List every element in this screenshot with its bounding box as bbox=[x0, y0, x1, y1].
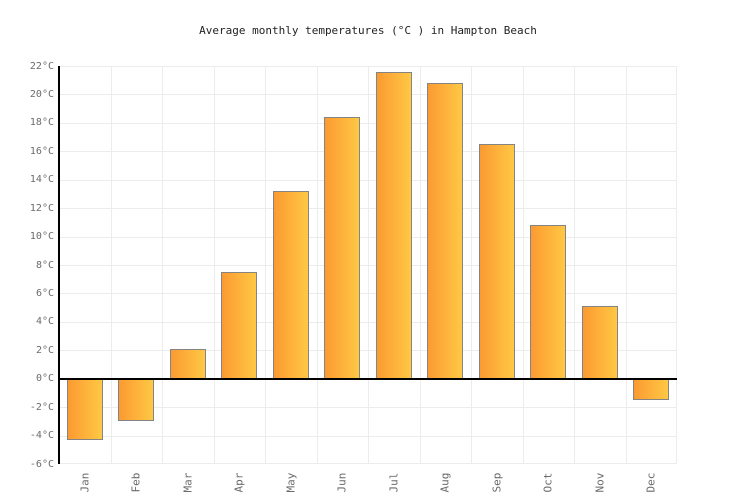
y-tick-label: 8°C bbox=[35, 259, 54, 271]
bar-sep bbox=[478, 144, 515, 379]
chart-title: Average monthly temperatures (°C ) in Ha… bbox=[199, 24, 537, 37]
x-tick-label: Apr bbox=[232, 472, 246, 493]
x-tick-label: Sep bbox=[490, 472, 504, 493]
gridline-vertical bbox=[522, 66, 524, 464]
gridline-vertical bbox=[368, 66, 369, 464]
bar-mar bbox=[169, 348, 206, 379]
bar-jun bbox=[324, 117, 361, 379]
y-tick-label: -2°C bbox=[29, 401, 54, 413]
bar-aug bbox=[427, 83, 464, 379]
y-tick-label: 4°C bbox=[35, 316, 54, 328]
gridline-vertical bbox=[213, 66, 215, 464]
gridline-vertical bbox=[574, 66, 575, 464]
bar-dec bbox=[633, 378, 670, 401]
y-tick-label: -6°C bbox=[29, 458, 54, 470]
x-tick-label: Nov bbox=[593, 472, 607, 493]
y-tick-label: 18°C bbox=[29, 117, 54, 129]
gridline-vertical bbox=[316, 66, 318, 464]
y-tick-label: -4°C bbox=[29, 430, 54, 442]
x-tick-label: Jan bbox=[78, 472, 92, 493]
x-tick-label: May bbox=[284, 472, 298, 493]
y-tick-label: 14°C bbox=[29, 174, 54, 186]
gridline-vertical bbox=[625, 66, 627, 464]
bar-jul bbox=[375, 71, 412, 379]
bar-oct bbox=[530, 225, 567, 379]
y-tick-label: 20°C bbox=[29, 88, 54, 100]
bar-feb bbox=[118, 378, 155, 422]
x-tick-label: Jul bbox=[387, 472, 401, 493]
zero-degree-line bbox=[59, 377, 677, 380]
x-tick-label: Oct bbox=[541, 472, 555, 493]
bar-jan bbox=[66, 378, 103, 440]
y-tick-label: 22°C bbox=[29, 60, 54, 72]
y-tick-label: 2°C bbox=[35, 344, 54, 356]
y-tick-label: 10°C bbox=[29, 231, 54, 243]
y-tick-label: 12°C bbox=[29, 202, 54, 214]
y-axis-line bbox=[58, 66, 60, 464]
gridline-vertical bbox=[265, 66, 266, 464]
gridline-vertical bbox=[676, 66, 677, 464]
x-tick-label: Aug bbox=[438, 472, 452, 493]
bar-may bbox=[272, 191, 309, 379]
y-tick-label: 16°C bbox=[29, 145, 54, 157]
x-tick-label: Feb bbox=[129, 472, 143, 493]
gridline-vertical bbox=[419, 66, 421, 464]
bar-nov bbox=[581, 306, 618, 379]
x-tick-label: Dec bbox=[644, 472, 658, 493]
x-tick-label: Mar bbox=[181, 472, 195, 493]
y-tick-label: 0°C bbox=[35, 373, 54, 385]
gridline-vertical bbox=[110, 66, 112, 464]
gridline-vertical bbox=[162, 66, 163, 464]
y-tick-label: 6°C bbox=[35, 287, 54, 299]
plot-area bbox=[58, 66, 677, 464]
bar-apr bbox=[221, 272, 258, 379]
x-tick-label: Jun bbox=[335, 472, 349, 493]
gridline-vertical bbox=[471, 66, 472, 464]
